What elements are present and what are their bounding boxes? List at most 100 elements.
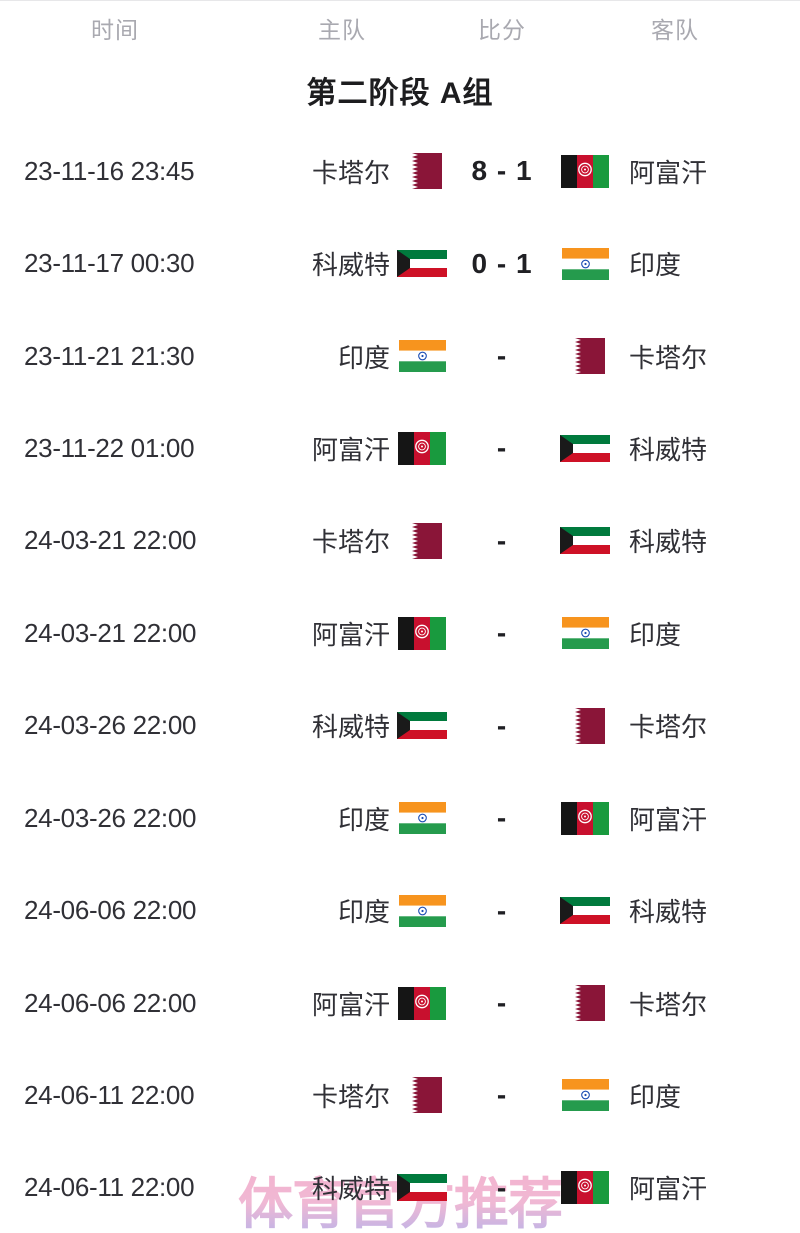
kuwait-flag-icon [560,434,610,462]
kuwait-flag-icon [560,527,610,555]
match-row[interactable]: 23-11-17 00:30 科威特 0 - 1 印度 [0,217,800,309]
home-team-name: 科威特 [311,250,390,281]
match-score: - [496,709,508,741]
match-row[interactable]: 24-06-11 22:00 科威特 - 阿富汗 [0,1142,800,1233]
match-row[interactable]: 23-11-16 23:45 卡塔尔 8 - 1 阿富汗 [0,125,800,217]
india-flag-icon [398,340,446,373]
home-team-name: 印度 [337,897,390,928]
afghanistan-flag-icon [561,154,609,188]
match-time: 23-11-22 01:00 [24,432,195,463]
kuwait-flag-icon [550,897,620,925]
qatar-flag-icon [402,153,442,190]
home-team-name: 卡塔尔 [311,157,390,188]
home-team-name: 阿富汗 [311,989,390,1020]
match-score: - [496,1079,508,1111]
match-time: 24-06-06 22:00 [24,987,197,1018]
match-row[interactable]: 23-11-21 21:30 印度 - 卡塔尔 [0,310,800,402]
india-flag-icon [550,1079,620,1112]
kuwait-flag-icon [397,712,447,740]
qatar-flag-icon [550,707,620,744]
match-time: 23-11-16 23:45 [24,155,195,186]
kuwait-flag-icon [390,1174,454,1202]
qatar-flag-icon [550,985,620,1021]
match-score: - [496,802,508,834]
qatar-flag-icon [565,338,605,375]
home-team-name: 科威特 [311,1174,390,1205]
india-flag-icon [561,247,609,280]
qatar-flag-icon [390,153,454,190]
match-row[interactable]: 24-03-21 22:00 卡塔尔 - 科威特 [0,495,800,587]
kuwait-flag-icon [550,434,620,462]
afghanistan-flag-icon [398,986,446,1020]
qatar-flag-icon [390,1077,454,1114]
home-team-name: 阿富汗 [311,434,390,465]
india-flag-icon [550,247,620,280]
away-team-name: 科威特 [629,527,708,558]
kuwait-flag-icon [550,527,620,555]
away-team-name: 印度 [629,619,682,650]
match-row[interactable]: 23-11-22 01:00 阿富汗 - 科威特 [0,402,800,494]
column-header-home: 主队 [318,17,366,43]
section-title: 第二阶段 A组 [306,77,494,110]
afghanistan-flag-icon [390,431,454,465]
match-time: 24-06-11 22:00 [24,1079,195,1110]
match-score: 0 - 1 [471,247,533,279]
afghanistan-flag-icon [561,801,609,835]
away-team-name: 卡塔尔 [629,989,708,1020]
kuwait-flag-icon [560,897,610,925]
afghanistan-flag-icon [390,986,454,1020]
home-team-name: 卡塔尔 [311,527,390,558]
match-time: 24-06-11 22:00 [24,1172,195,1203]
home-team-name: 印度 [337,342,390,373]
qatar-flag-icon [390,522,454,559]
away-team-name: 卡塔尔 [629,712,708,743]
away-team-name: 印度 [629,250,682,281]
match-row[interactable]: 24-03-26 22:00 科威特 - 卡塔尔 [0,680,800,772]
match-row[interactable]: 24-03-26 22:00 印度 - 阿富汗 [0,772,800,864]
qatar-flag-icon [550,338,620,375]
home-team-name: 卡塔尔 [311,1081,390,1112]
kuwait-flag-icon [390,250,454,278]
match-score: 8 - 1 [471,155,533,187]
match-time: 24-03-21 22:00 [24,617,197,648]
away-team-name: 科威特 [629,434,708,465]
home-team-name: 阿富汗 [311,619,390,650]
away-team-name: 印度 [629,1081,682,1112]
away-team-name: 阿富汗 [629,157,708,188]
afghanistan-flag-icon [550,1171,620,1205]
match-row[interactable]: 24-06-06 22:00 阿富汗 - 卡塔尔 [0,957,800,1049]
match-time: 24-03-26 22:00 [24,710,197,741]
india-flag-icon [390,802,454,835]
india-flag-icon [390,894,454,927]
india-flag-icon [561,617,609,650]
match-row[interactable]: 24-03-21 22:00 阿富汗 - 印度 [0,587,800,679]
india-flag-icon [398,894,446,927]
match-score: - [496,340,508,372]
match-score: - [496,617,508,649]
away-team-name: 阿富汗 [629,1174,708,1205]
away-team-name: 卡塔尔 [629,342,708,373]
match-score: - [496,1171,508,1203]
column-header-score: 比分 [478,17,526,43]
match-time: 23-11-21 21:30 [24,340,195,371]
column-header-time: 时间 [91,17,139,43]
afghanistan-flag-icon [398,431,446,465]
qatar-flag-icon [402,522,442,559]
match-time: 24-06-06 22:00 [24,895,197,926]
afghanistan-flag-icon [390,616,454,650]
kuwait-flag-icon [397,250,447,278]
india-flag-icon [550,617,620,650]
match-time: 24-03-21 22:00 [24,525,197,556]
match-list: 23-11-16 23:45 卡塔尔 8 - 1 阿富汗 23-11-17 00… [0,125,800,1233]
india-flag-icon [398,802,446,835]
match-row[interactable]: 24-06-11 22:00 卡塔尔 - 印度 [0,1049,800,1141]
afghanistan-flag-icon [550,154,620,188]
away-team-name: 科威特 [629,897,708,928]
match-score: - [496,987,508,1018]
india-flag-icon [561,1079,609,1112]
match-score: - [496,894,508,926]
qatar-flag-icon [565,707,605,744]
match-row[interactable]: 24-06-06 22:00 印度 - 科威特 [0,864,800,956]
table-column-header: 时间 主队 比分 客队 [0,1,800,55]
